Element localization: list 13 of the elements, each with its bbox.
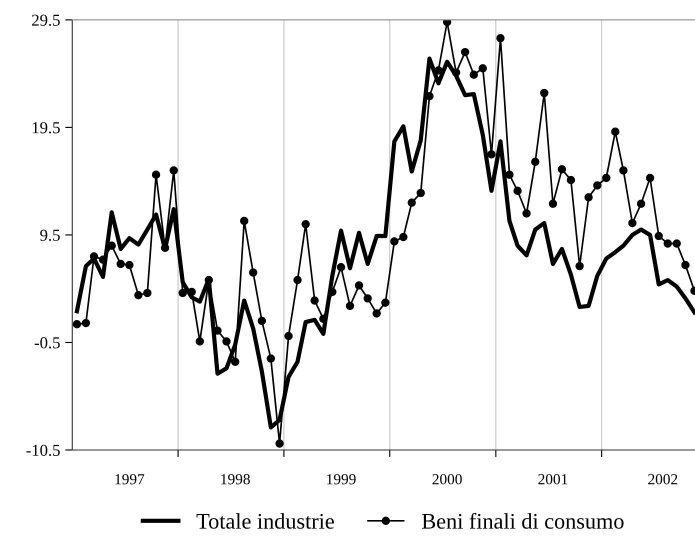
y-tick-label: 9.5 [40, 230, 60, 241]
y-tick-label: 19.5 [32, 122, 60, 134]
y-tick-label: -10.5 [26, 444, 60, 456]
x-tick-label: 2002 [648, 474, 678, 484]
x-tick-label: 2001 [538, 474, 568, 484]
x-tick-label: 1998 [221, 474, 250, 484]
legend-label: Totale industrie [196, 513, 334, 529]
y-tick-label: 29.5 [32, 14, 60, 26]
x-tick-label: 1999 [327, 474, 356, 484]
x-tick-label: 1997 [115, 474, 144, 484]
x-tick-label: 2000 [432, 474, 462, 484]
y-tick-label: -0.5 [34, 337, 60, 348]
legend-label: Beni finali di consumo [422, 512, 624, 529]
